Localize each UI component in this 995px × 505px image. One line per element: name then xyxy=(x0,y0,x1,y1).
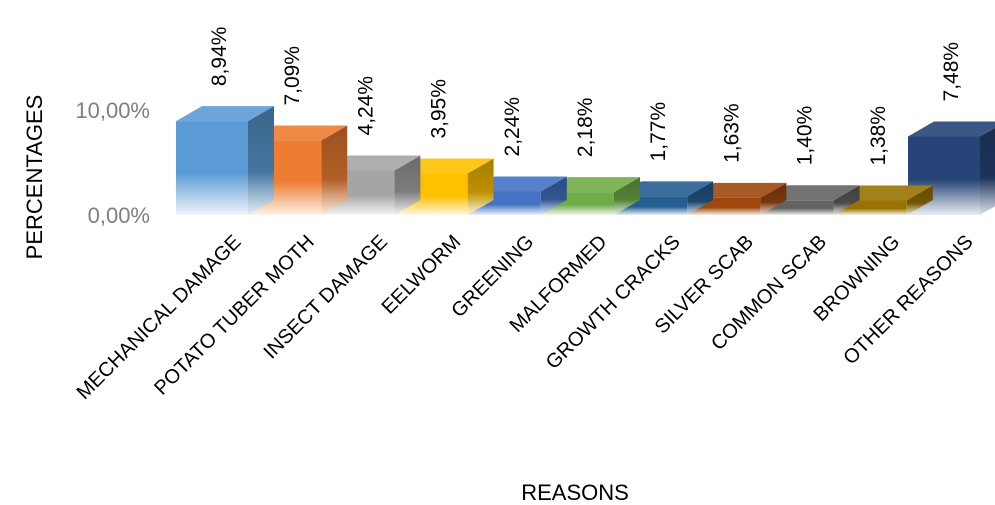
x-axis-title: REASONS xyxy=(521,480,629,505)
data-label: 2,24% xyxy=(501,97,524,157)
bar-side xyxy=(760,182,787,215)
bar-side xyxy=(614,177,640,215)
y-tick-label: 0,00% xyxy=(88,203,150,228)
y-ticks-group: 0,00% 10,00% xyxy=(75,98,150,228)
category-label: INSECT DAMAGE xyxy=(260,231,392,363)
data-label: 3,95% xyxy=(428,79,451,139)
bar-front xyxy=(834,200,907,215)
bar-top xyxy=(908,121,995,137)
y-tick-label: 10,00% xyxy=(75,98,150,123)
bar-side xyxy=(394,155,421,215)
data-label: 1,77% xyxy=(647,102,670,162)
data-label: 7,48% xyxy=(940,42,963,102)
bar-front xyxy=(761,200,834,215)
bar-top xyxy=(176,106,274,122)
bar xyxy=(176,106,274,215)
bar-side xyxy=(906,185,933,215)
data-label: 7,09% xyxy=(281,46,304,106)
category-label: GROWTH CRACKS xyxy=(542,231,685,374)
bar-front xyxy=(176,121,248,215)
data-label: 4,24% xyxy=(354,76,377,136)
data-label: 1,38% xyxy=(867,106,890,166)
data-label: 1,40% xyxy=(794,106,817,166)
data-labels-group: 7,48% 1,38% 1,40% 1,63% 1,77% 2,18% 2,24% 3,95%… xyxy=(208,27,963,166)
bar-side xyxy=(321,125,348,215)
bar-side xyxy=(980,127,995,215)
data-label: 1,63% xyxy=(720,103,743,163)
bar-side xyxy=(687,181,714,215)
data-label: 8,94% xyxy=(208,27,231,87)
category-label: OTHER REASONS xyxy=(839,231,977,369)
bar-side xyxy=(467,158,494,215)
y-axis-title: PERCENTAGES xyxy=(22,95,47,260)
bar-side xyxy=(540,176,567,215)
bar-side xyxy=(248,106,274,215)
bars-group xyxy=(176,106,995,215)
data-label: 2,18% xyxy=(574,98,597,158)
bar-side xyxy=(833,185,860,215)
